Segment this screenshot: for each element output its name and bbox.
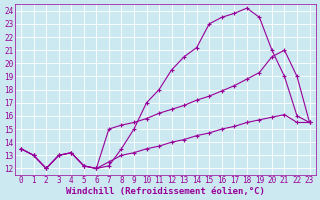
X-axis label: Windchill (Refroidissement éolien,°C): Windchill (Refroidissement éolien,°C): [66, 187, 265, 196]
